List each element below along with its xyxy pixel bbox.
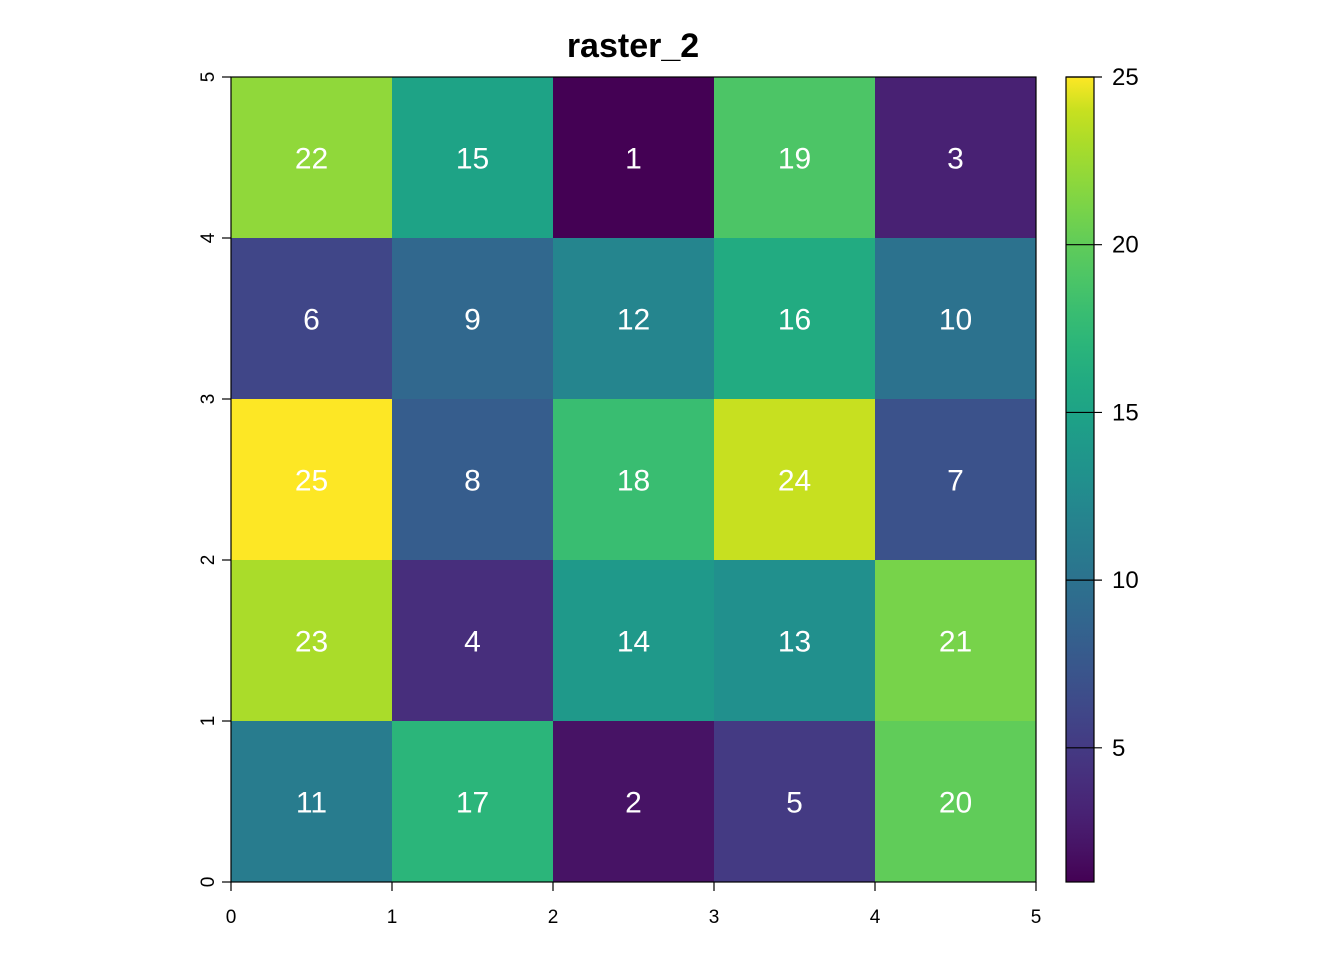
colorbar-tick-label: 5 bbox=[1112, 735, 1125, 762]
colorbar-tick-label: 15 bbox=[1112, 399, 1139, 426]
cell-value-label: 14 bbox=[617, 626, 650, 659]
y-tick-label: 0 bbox=[198, 877, 219, 888]
colorbar: 5 10 15 20 25 bbox=[1065, 64, 1139, 883]
cell-value-label: 5 bbox=[786, 787, 803, 820]
raster-cell bbox=[714, 77, 876, 239]
colorbar-tick-label: 10 bbox=[1112, 567, 1139, 594]
cell-value-label: 10 bbox=[939, 304, 972, 337]
raster-cell bbox=[553, 721, 715, 883]
x-tick-label: 5 bbox=[1031, 907, 1042, 928]
colorbar-tick-label: 25 bbox=[1112, 64, 1139, 91]
raster-cell bbox=[714, 399, 876, 561]
raster-cell bbox=[553, 399, 715, 561]
cell-value-label: 7 bbox=[947, 465, 964, 498]
raster-cell bbox=[231, 560, 393, 722]
raster-cell bbox=[392, 721, 554, 883]
raster-cell bbox=[392, 77, 554, 239]
y-tick-label: 5 bbox=[198, 72, 219, 83]
y-tick-label: 4 bbox=[198, 232, 219, 243]
colorbar-tick-label: 20 bbox=[1112, 232, 1139, 259]
cell-value-label: 8 bbox=[464, 465, 481, 498]
cell-value-label: 15 bbox=[456, 143, 489, 176]
raster-cell bbox=[553, 77, 715, 239]
plot-frame bbox=[230, 76, 1037, 883]
x-tick-label: 1 bbox=[387, 907, 398, 928]
y-tick-label: 1 bbox=[198, 716, 219, 727]
x-tick-label: 4 bbox=[870, 907, 881, 928]
raster-cell bbox=[875, 77, 1037, 239]
chart-title: raster_2 bbox=[567, 27, 699, 65]
cell-value-label: 22 bbox=[295, 143, 328, 176]
cell-value-label: 17 bbox=[456, 787, 489, 820]
cell-value-label: 18 bbox=[617, 465, 650, 498]
raster-cell bbox=[714, 238, 876, 400]
x-tick-label: 0 bbox=[226, 907, 237, 928]
cell-value-label: 3 bbox=[947, 143, 964, 176]
raster-cell bbox=[875, 721, 1037, 883]
cell-value-label: 24 bbox=[778, 465, 811, 498]
cell-value-label: 19 bbox=[778, 143, 811, 176]
cell-value-label: 13 bbox=[778, 626, 811, 659]
raster-cell bbox=[231, 399, 393, 561]
raster-cell bbox=[875, 399, 1037, 561]
y-tick-label: 3 bbox=[198, 394, 219, 405]
raster-cells bbox=[231, 77, 1037, 883]
y-tick-label: 2 bbox=[198, 555, 219, 566]
x-tick-label: 2 bbox=[548, 907, 559, 928]
raster-cell bbox=[231, 77, 393, 239]
x-tick-label: 3 bbox=[709, 907, 720, 928]
cell-value-label: 12 bbox=[617, 304, 650, 337]
cell-value-label: 6 bbox=[303, 304, 320, 337]
cell-value-label: 21 bbox=[939, 626, 972, 659]
raster-cell bbox=[231, 238, 393, 400]
raster-cell bbox=[392, 399, 554, 561]
raster-cell bbox=[392, 238, 554, 400]
raster-cell bbox=[875, 560, 1037, 722]
cell-value-label: 23 bbox=[295, 626, 328, 659]
raster-cell bbox=[714, 721, 876, 883]
cell-value-label: 20 bbox=[939, 787, 972, 820]
raster-cell bbox=[553, 560, 715, 722]
cell-value-label: 2 bbox=[625, 787, 642, 820]
raster-cell bbox=[875, 238, 1037, 400]
cell-value-label: 9 bbox=[464, 304, 481, 337]
raster-cell bbox=[714, 560, 876, 722]
cell-value-label: 16 bbox=[778, 304, 811, 337]
cell-value-label: 4 bbox=[464, 626, 481, 659]
cell-value-label: 25 bbox=[295, 465, 328, 498]
raster-cell bbox=[553, 238, 715, 400]
raster-cell bbox=[231, 721, 393, 883]
raster-cell bbox=[392, 560, 554, 722]
colorbar-gradient bbox=[1066, 77, 1094, 882]
cell-value-label: 1 bbox=[625, 143, 642, 176]
cell-value-label: 11 bbox=[296, 787, 327, 820]
